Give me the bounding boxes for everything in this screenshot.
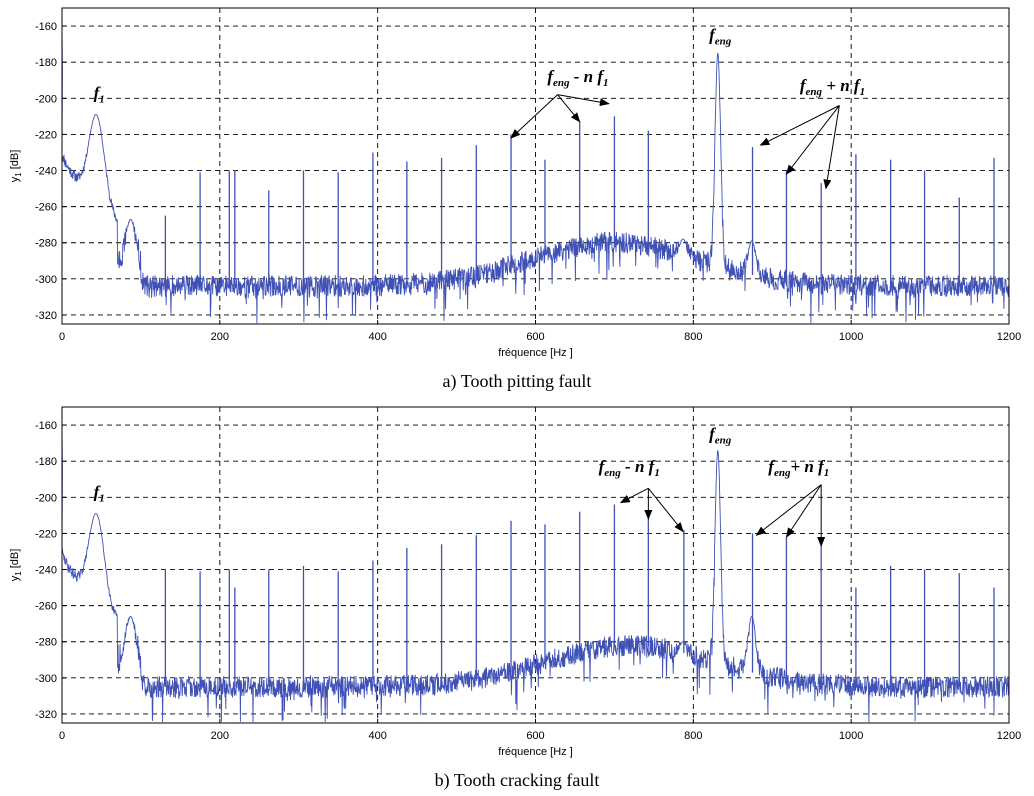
spectrum-trace xyxy=(61,26,1010,324)
x-tick-label: 200 xyxy=(211,331,229,343)
annotation-arrow xyxy=(647,487,684,533)
x-tick-label: 0 xyxy=(59,331,65,343)
annotation-label: feng+ n f1 xyxy=(768,457,829,479)
annotation-arrow xyxy=(823,105,840,190)
x-tick-label: 1000 xyxy=(839,331,863,343)
y-tick-label: -240 xyxy=(35,565,57,577)
annotation-label: feng xyxy=(709,425,732,447)
x-tick-label: 600 xyxy=(526,331,544,343)
annotation-arrow xyxy=(557,94,581,123)
y-tick-label: -180 xyxy=(35,456,57,468)
chart-panel-cracking: 0 200 400 600 800 1000 1200 -160 -180 -200 -220 -24… xyxy=(9,406,1021,758)
annotation-arrow xyxy=(785,105,840,175)
annotation-arrow xyxy=(510,94,558,139)
y-tick-label: -320 xyxy=(35,709,57,721)
x-tick-label: 1200 xyxy=(997,730,1021,742)
annotation-arrow xyxy=(619,487,649,504)
y-tick-label: -220 xyxy=(35,129,57,141)
annotation-arrow xyxy=(785,484,822,538)
annotation-arrow xyxy=(755,484,822,536)
y-tick-label: -320 xyxy=(35,310,57,322)
annotation-arrow xyxy=(759,105,840,146)
x-tick-label: 800 xyxy=(684,331,702,343)
annotation-label: f1 xyxy=(94,482,105,504)
x-tick-label: 200 xyxy=(211,730,229,742)
spectrum-trace xyxy=(61,425,1010,723)
x-tick-label: 800 xyxy=(684,730,702,742)
chart-panel-pitting: 0 200 400 600 800 1000 1200 -160 -180 -200 -220 -24… xyxy=(9,7,1021,359)
annotation-label: feng - n f1 xyxy=(599,457,660,479)
y-tick-label: -300 xyxy=(35,274,57,286)
y-tick-label: -160 xyxy=(35,420,57,432)
caption-pitting: a) Tooth pitting fault xyxy=(443,371,592,392)
x-tick-label: 1200 xyxy=(997,331,1021,343)
x-tick-label: 1000 xyxy=(839,730,863,742)
y-axis-label: y1 [dB] xyxy=(9,150,23,183)
annotation-label: f1 xyxy=(94,83,105,105)
y-tick-label: -300 xyxy=(35,673,57,685)
y-tick-label: -220 xyxy=(35,528,57,540)
y-tick-label: -200 xyxy=(35,492,57,504)
x-tick-label: 400 xyxy=(368,331,386,343)
annotation-label: feng + n f1 xyxy=(800,76,865,98)
annotation-label: feng xyxy=(709,26,732,48)
y-tick-label: -200 xyxy=(35,93,57,105)
x-axis-label: fréquence [Hz ] xyxy=(498,746,573,758)
y-tick-label: -280 xyxy=(35,637,57,649)
y-tick-label: -260 xyxy=(35,601,57,613)
y-tick-label: -260 xyxy=(35,202,57,214)
y-axis-label: y1 [dB] xyxy=(9,549,23,582)
y-tick-label: -180 xyxy=(35,57,57,69)
y-tick-label: -160 xyxy=(35,21,57,33)
x-axis-label: fréquence [Hz ] xyxy=(498,347,573,359)
annotation-arrow xyxy=(557,94,610,107)
caption-cracking: b) Tooth cracking fault xyxy=(435,770,600,791)
y-tick-label: -240 xyxy=(35,166,57,178)
annotation-label: feng - n f1 xyxy=(547,67,608,89)
y-tick-label: -280 xyxy=(35,238,57,250)
x-tick-label: 0 xyxy=(59,730,65,742)
x-tick-label: 400 xyxy=(368,730,386,742)
x-tick-label: 600 xyxy=(526,730,544,742)
